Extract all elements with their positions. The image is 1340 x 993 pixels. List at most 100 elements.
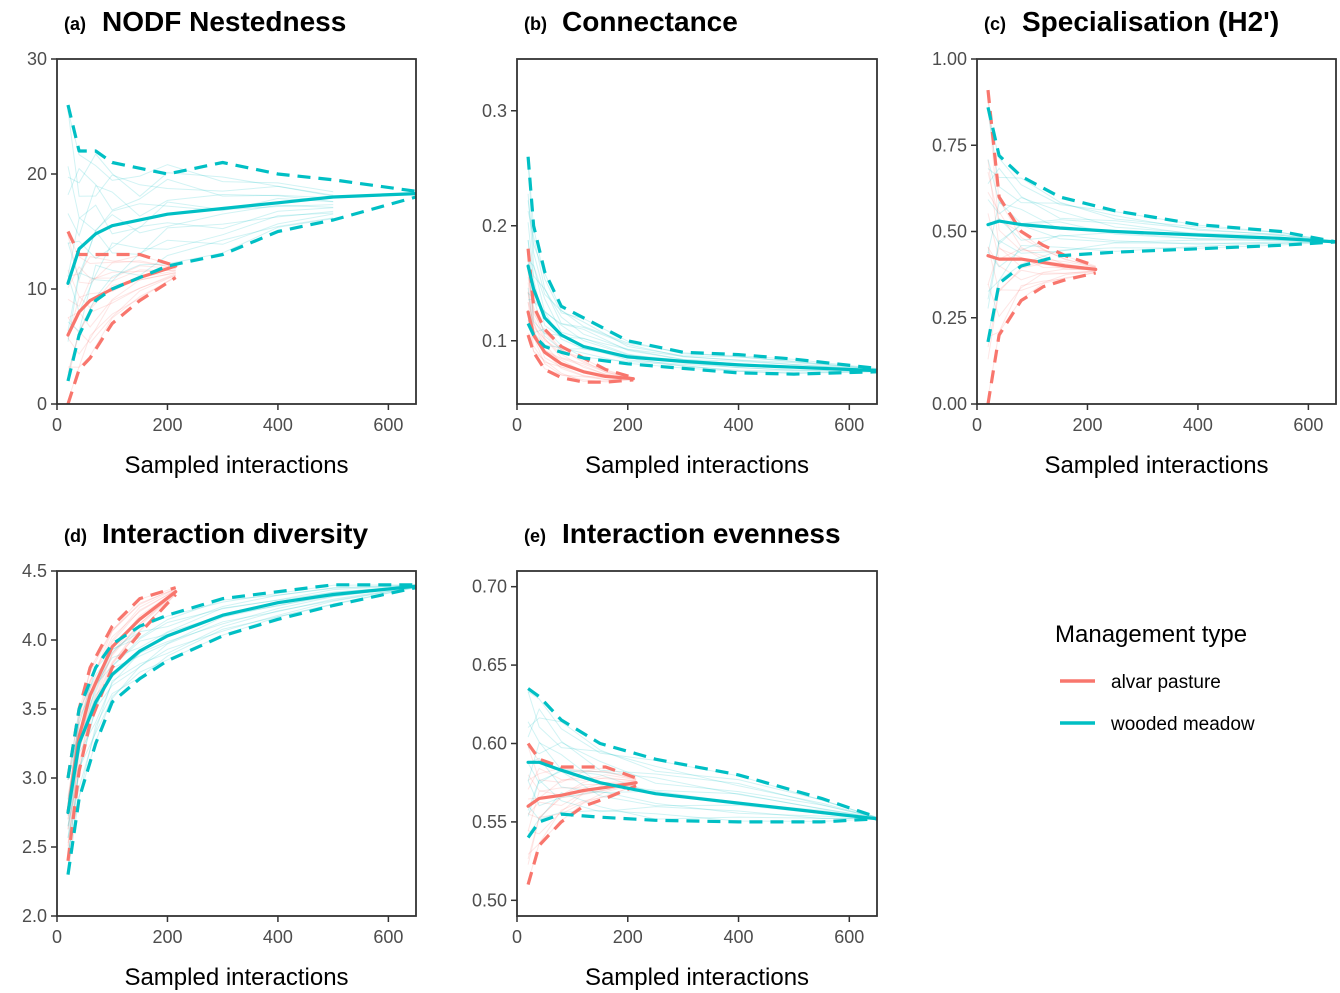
- trajectory-line: [987, 234, 1336, 268]
- panel-4: (d) Interaction diversity 2.0 2.5 3.0 3.5 4.0 4…: [22, 518, 417, 991]
- trajectory-line: [527, 782, 637, 865]
- y-tick-label: 2.0: [22, 906, 47, 926]
- x-tick-label: 600: [1293, 415, 1323, 435]
- trajectory-line: [527, 783, 637, 835]
- trajectory-line: [987, 246, 1096, 293]
- panel-1: (a) NODF Nestedness 0 10 20 30 0 200 400 600 Sampl…: [27, 6, 417, 479]
- series-2-upper-bound: [66, 583, 416, 779]
- y-tick-label: 10: [27, 279, 47, 299]
- x-axis-label: Sampled interactions: [1044, 452, 1268, 479]
- panel-tag: (e): [524, 526, 546, 546]
- panel-3: (c) Specialisation (H2') 0.00 0.25 0.50 0.75 1…: [932, 6, 1337, 479]
- x-tick-label: 600: [834, 927, 864, 947]
- trajectory-line: [987, 111, 1336, 243]
- trajectory-line: [67, 584, 416, 804]
- trajectory-line: [67, 586, 416, 858]
- trajectory-line: [67, 591, 177, 850]
- trajectory-line: [67, 586, 416, 827]
- trajectory-line: [987, 246, 1096, 281]
- trajectory-line: [987, 271, 1096, 398]
- trajectory-line: [527, 780, 877, 819]
- x-tick-label: 400: [263, 415, 293, 435]
- trajectory-line: [527, 240, 877, 371]
- trajectory-line: [67, 212, 334, 314]
- trajectory-line: [987, 224, 1336, 309]
- plot-area: [66, 583, 416, 875]
- x-axis-label: Sampled interactions: [124, 964, 348, 991]
- series-2-lower-bound: [66, 586, 416, 875]
- x-tick-label: 0: [52, 927, 62, 947]
- series-2-mean-line: [526, 264, 877, 373]
- trajectory-line: [987, 159, 1096, 270]
- trajectory-line: [527, 691, 877, 818]
- series-2-lower-bound: [526, 812, 877, 839]
- x-axis-label: Sampled interactions: [585, 452, 809, 479]
- y-tick-label: 0.25: [932, 308, 967, 328]
- panel-border: [516, 58, 878, 405]
- trajectory-line: [67, 110, 334, 193]
- y-tick-label: 0.00: [932, 394, 967, 414]
- trajectory-line: [527, 785, 637, 855]
- trajectory-line: [527, 767, 637, 790]
- trajectory-line: [67, 586, 416, 838]
- trajectory-line: [527, 210, 877, 370]
- x-tick-label: 200: [1072, 415, 1102, 435]
- trajectory-line: [527, 316, 634, 383]
- trajectory-line: [67, 274, 176, 355]
- trajectory-line: [67, 256, 176, 277]
- y-tick-label: 1.00: [932, 49, 967, 69]
- trajectory-line: [527, 805, 877, 822]
- series-2-lower-bound: [986, 240, 1336, 343]
- panel-tag: (a): [64, 14, 86, 34]
- y-tick-label: 0.75: [932, 135, 967, 155]
- x-tick-label: 0: [512, 415, 522, 435]
- x-tick-label: 200: [613, 927, 643, 947]
- series-1-upper-bound: [66, 586, 177, 779]
- x-tick-label: 0: [512, 927, 522, 947]
- panel-title: NODF Nestedness: [102, 6, 346, 37]
- trajectory-line: [67, 584, 416, 780]
- x-tick-label: 600: [373, 415, 403, 435]
- panel-border: [516, 570, 878, 917]
- x-tick-label: 400: [263, 927, 293, 947]
- x-tick-label: 0: [972, 415, 982, 435]
- series-2-mean-line: [986, 219, 1336, 244]
- x-tick-label: 200: [613, 415, 643, 435]
- x-tick-label: 600: [834, 415, 864, 435]
- trajectory-line: [67, 213, 334, 331]
- trajectory-line: [527, 276, 634, 379]
- y-tick-label: 0.3: [482, 101, 507, 121]
- trajectory-line: [987, 171, 1096, 268]
- panel-tag: (d): [64, 526, 87, 546]
- trajectory-line: [527, 267, 634, 379]
- y-tick-label: 2.5: [22, 837, 47, 857]
- y-tick-label: 3.0: [22, 768, 47, 788]
- trajectory-line: [527, 301, 634, 381]
- y-tick-label: 0.2: [482, 216, 507, 236]
- trajectory-line: [527, 160, 877, 370]
- trajectory-line: [67, 585, 416, 817]
- trajectory-line: [67, 587, 416, 854]
- trajectory-line: [67, 218, 334, 333]
- trajectory-line: [527, 717, 877, 818]
- trajectory-line: [527, 746, 637, 783]
- series-1-upper-bound: [986, 89, 1097, 268]
- trajectory-line: [67, 185, 334, 238]
- plot-area: [526, 156, 877, 384]
- trajectory-line: [67, 207, 334, 260]
- series-1-mean-line: [66, 264, 178, 337]
- series-1-lower-bound: [66, 276, 177, 404]
- trajectory-line: [67, 217, 334, 376]
- series-1-lower-bound: [986, 271, 1097, 404]
- y-tick-label: 3.5: [22, 699, 47, 719]
- panel-title: Specialisation (H2'): [1022, 6, 1279, 37]
- trajectory-line: [527, 239, 877, 371]
- x-axis-label: Sampled interactions: [124, 452, 348, 479]
- series-2-lower-bound: [526, 322, 877, 376]
- trajectory-line: [67, 276, 176, 368]
- x-axis-label: Sampled interactions: [585, 964, 809, 991]
- trajectory-line: [527, 200, 877, 370]
- series-2-lower-bound: [66, 195, 416, 382]
- panel-border: [976, 58, 1337, 405]
- trajectory-line: [527, 193, 877, 371]
